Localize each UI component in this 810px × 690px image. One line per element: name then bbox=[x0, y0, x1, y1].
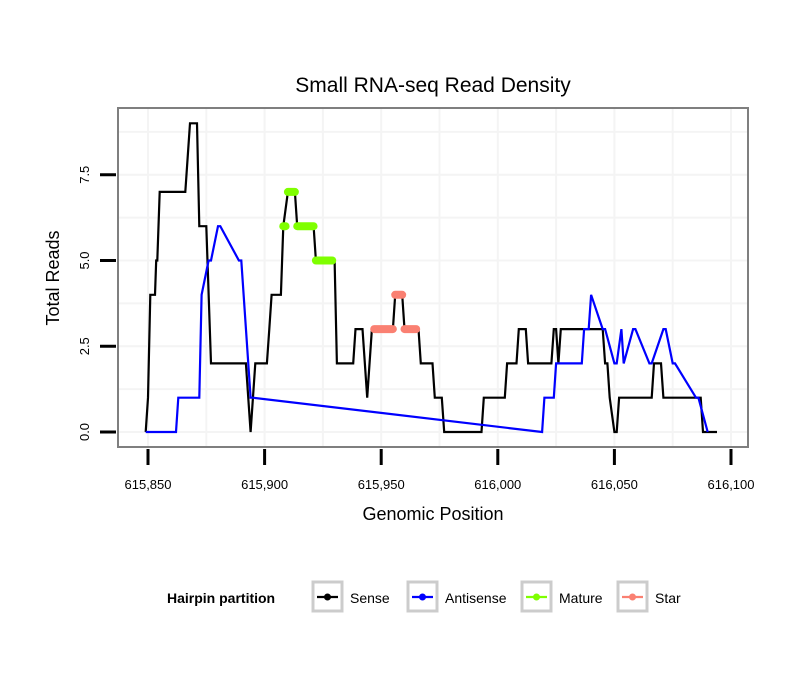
y-tick-label: 0.0 bbox=[77, 423, 92, 441]
x-tick-label: 616,000 bbox=[474, 477, 521, 492]
legend-label-antisense: Antisense bbox=[445, 590, 507, 606]
panel-border bbox=[117, 107, 749, 448]
series-layer bbox=[144, 122, 717, 434]
panel-background bbox=[118, 108, 748, 447]
x-tick-label: 616,050 bbox=[591, 477, 638, 492]
legend-label-sense: Sense bbox=[350, 590, 390, 606]
x-tick-label: 615,900 bbox=[241, 477, 288, 492]
y-tick-label: 2.5 bbox=[77, 337, 92, 355]
legend-label-star: Star bbox=[655, 590, 681, 606]
legend-key-point bbox=[324, 593, 331, 601]
chart-title: Small RNA-seq Read Density bbox=[295, 74, 571, 97]
gridlines bbox=[118, 108, 748, 447]
x-tick-label: 616,100 bbox=[708, 477, 755, 492]
series-antisense-line bbox=[145, 225, 709, 434]
y-tick-label: 7.5 bbox=[77, 166, 92, 184]
legend-key-point bbox=[533, 593, 540, 601]
y-axis-title: Total Reads bbox=[43, 230, 63, 325]
legend-key-point bbox=[419, 593, 426, 601]
plot-panel bbox=[118, 108, 748, 447]
x-tick-label: 615,950 bbox=[358, 477, 405, 492]
legend: Hairpin partition Sense Antisense Mature St… bbox=[167, 580, 681, 613]
x-axis: 615,850 615,900 615,950 616,000 616,050 616,1… bbox=[125, 449, 755, 492]
x-tick-label: 615,850 bbox=[125, 477, 172, 492]
legend-label-mature: Mature bbox=[559, 590, 603, 606]
y-axis: 0.0 2.5 5.0 7.5 bbox=[77, 166, 116, 441]
x-axis-title: Genomic Position bbox=[362, 504, 503, 524]
legend-key-point bbox=[629, 593, 636, 601]
y-tick-label: 5.0 bbox=[77, 251, 92, 269]
legend-title: Hairpin partition bbox=[167, 590, 275, 606]
